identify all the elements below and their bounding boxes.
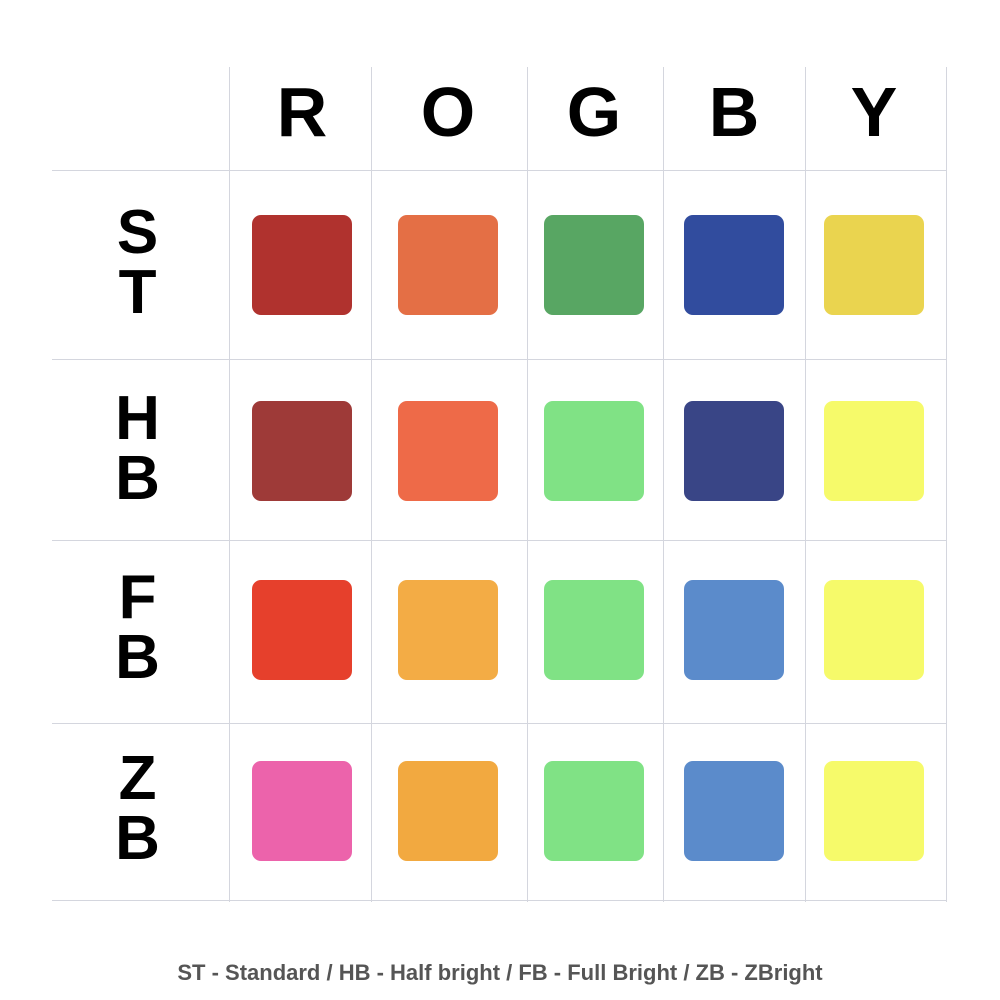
color-swatch-HB-G <box>544 401 644 501</box>
grid-line-horizontal <box>52 359 947 360</box>
color-swatch-ZB-G <box>544 761 644 861</box>
color-swatch-ST-Y <box>824 215 924 315</box>
grid-line-vertical <box>229 67 230 902</box>
color-swatch-ZB-R <box>252 761 352 861</box>
row-header-top: H <box>115 384 160 453</box>
legend-text: ST - Standard / HB - Half bright / FB - … <box>177 960 823 985</box>
grid-line-horizontal <box>52 170 947 171</box>
grid-line-horizontal <box>52 900 947 901</box>
color-swatch-FB-B <box>684 580 784 680</box>
column-header: Y <box>850 73 898 151</box>
grid-line-horizontal <box>52 723 947 724</box>
color-swatch-HB-B <box>684 401 784 501</box>
grid-line-vertical <box>371 67 372 902</box>
column-header: O <box>420 73 476 151</box>
color-swatch-ZB-B <box>684 761 784 861</box>
row-header-top: S <box>116 198 159 267</box>
row-header-bottom: B <box>115 804 160 873</box>
row-header-bottom: B <box>115 623 160 692</box>
row-header-bottom: B <box>115 444 160 513</box>
color-swatch-FB-R <box>252 580 352 680</box>
color-swatch-FB-G <box>544 580 644 680</box>
color-swatch-ST-B <box>684 215 784 315</box>
color-swatch-ZB-Y <box>824 761 924 861</box>
grid-line-vertical <box>946 67 947 902</box>
column-header: G <box>566 73 622 151</box>
color-swatch-FB-Y <box>824 580 924 680</box>
row-header-top: F <box>118 563 157 632</box>
column-header: B <box>708 73 760 151</box>
color-swatch-ST-R <box>252 215 352 315</box>
color-swatch-ZB-O <box>398 761 498 861</box>
color-swatch-HB-Y <box>824 401 924 501</box>
color-swatch-ST-G <box>544 215 644 315</box>
color-swatch-FB-O <box>398 580 498 680</box>
color-swatch-ST-O <box>398 215 498 315</box>
grid-line-vertical <box>663 67 664 902</box>
grid-line-horizontal <box>52 540 947 541</box>
grid-line-vertical <box>527 67 528 902</box>
row-header-bottom: T <box>118 258 157 327</box>
column-header: R <box>276 73 328 151</box>
grid-line-vertical <box>805 67 806 902</box>
color-swatch-HB-R <box>252 401 352 501</box>
row-header-top: Z <box>118 744 157 813</box>
color-swatch-HB-O <box>398 401 498 501</box>
